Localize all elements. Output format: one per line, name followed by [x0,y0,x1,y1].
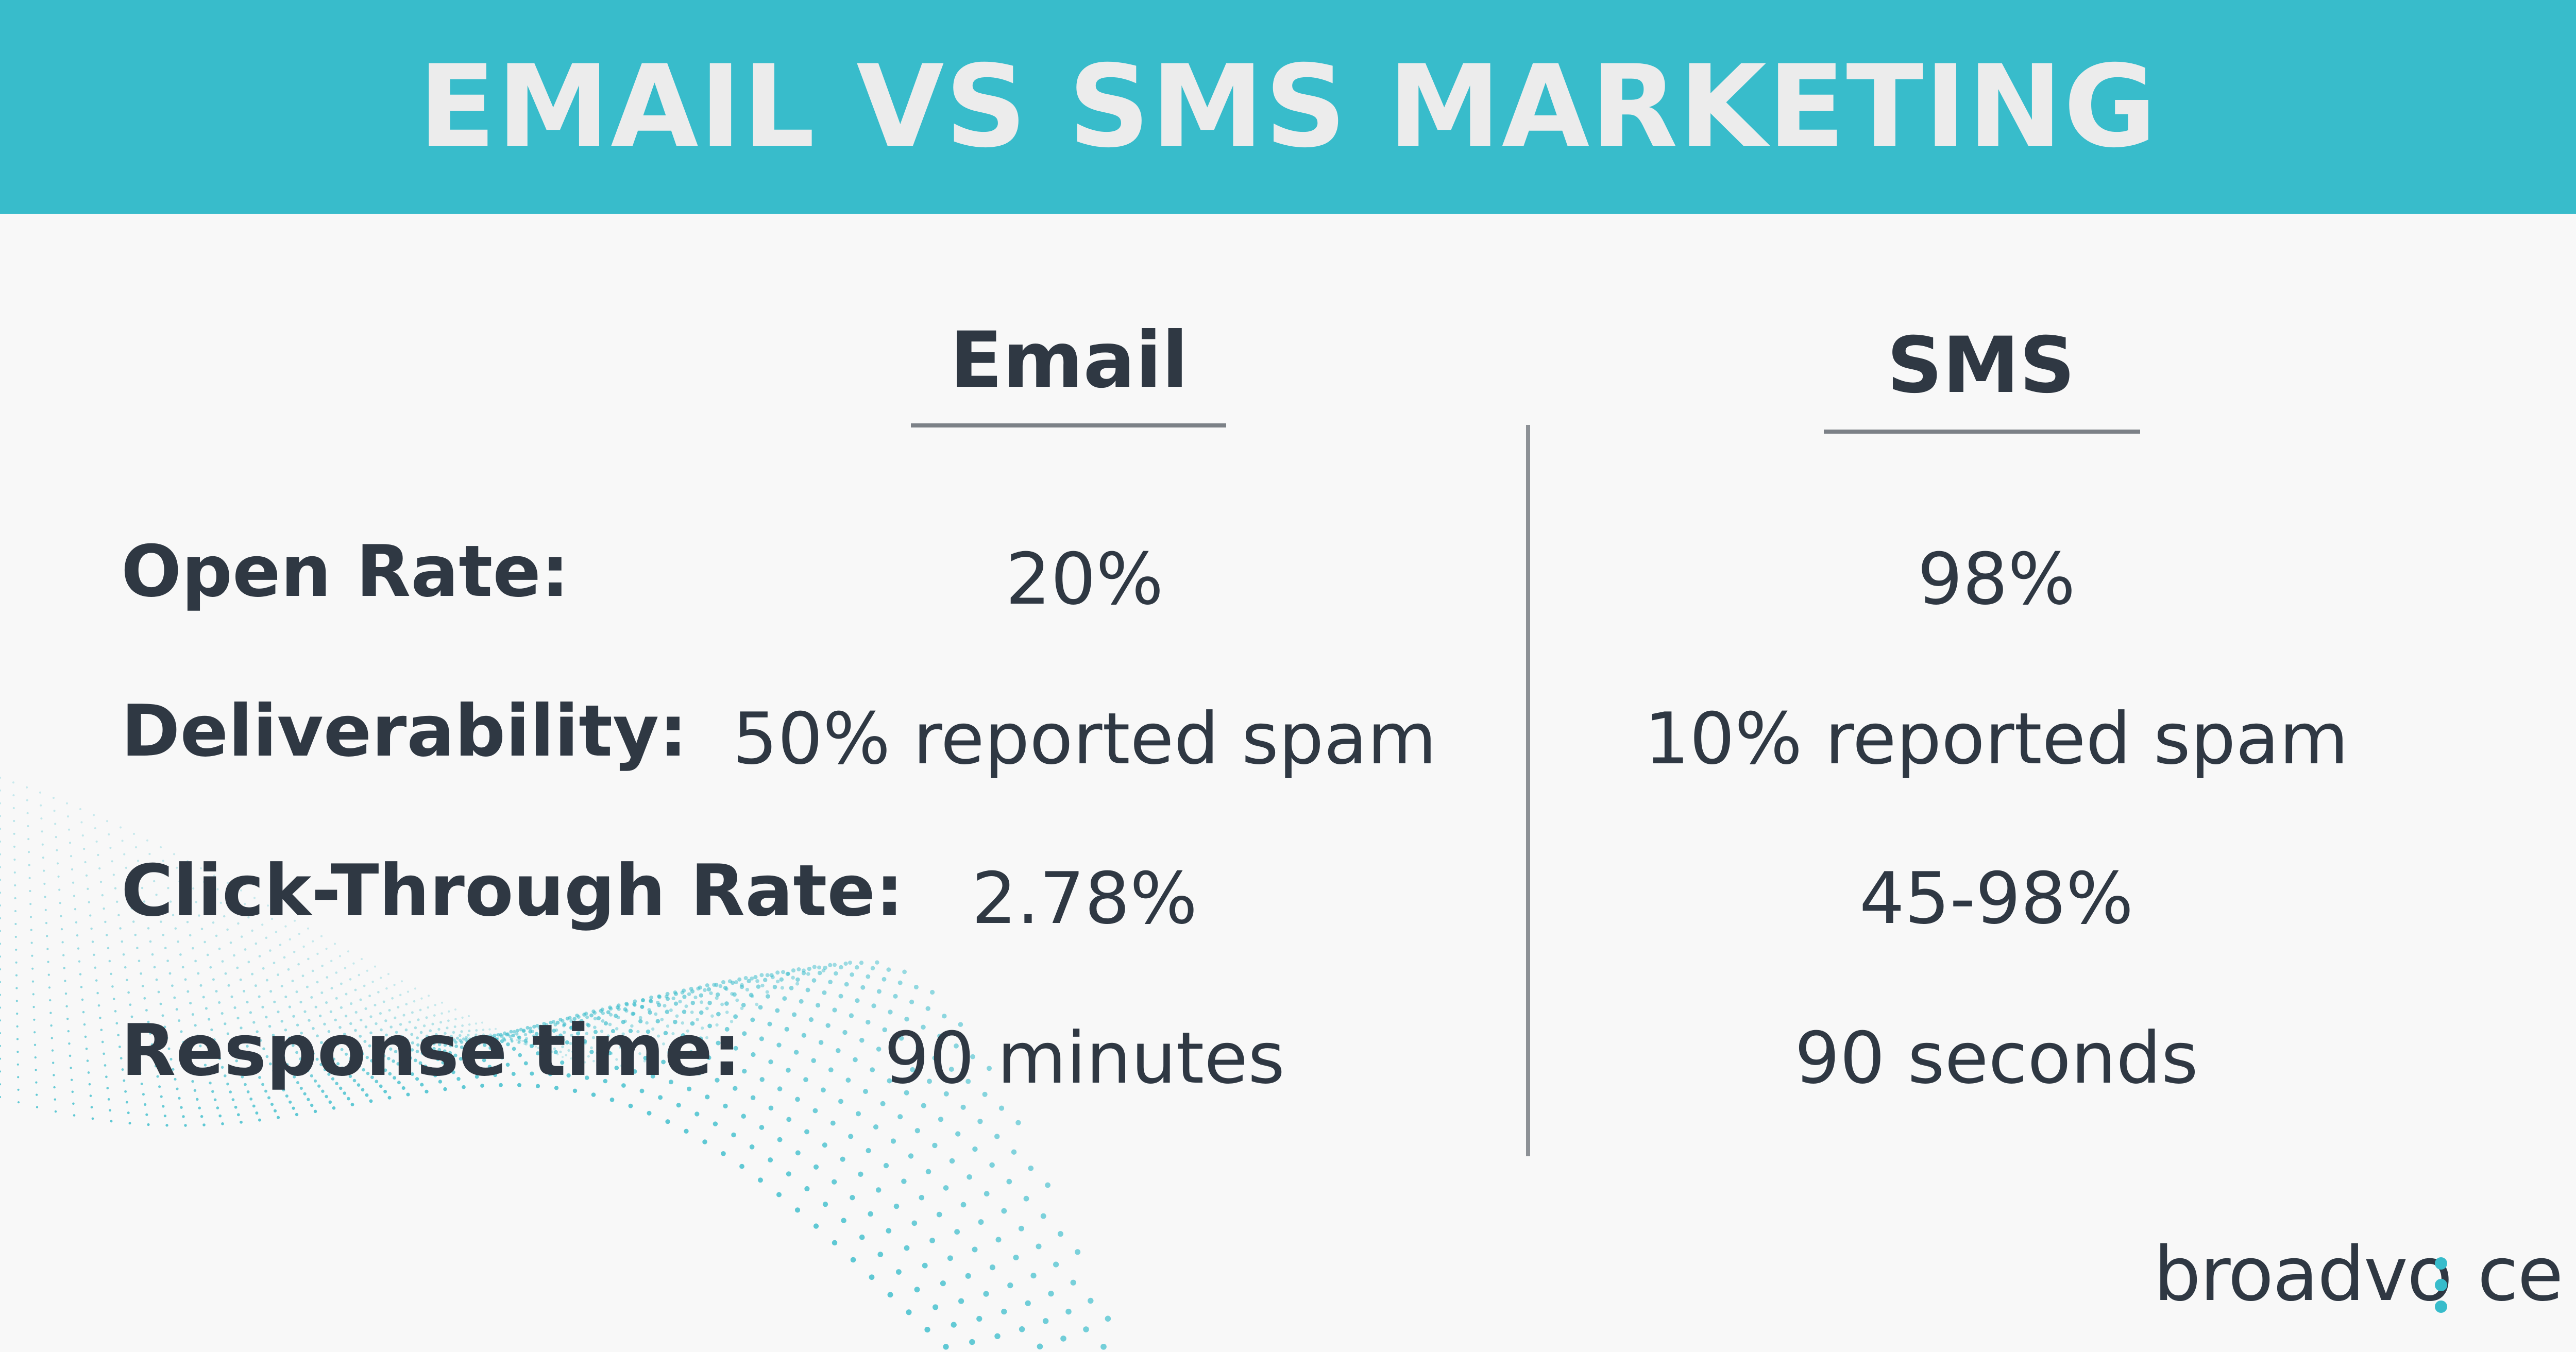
dot-wave-pattern [0,777,1111,1350]
sms-deliverability-value: 10% reported spam [1644,697,2349,780]
row-label-open-rate: Open Rate: [121,530,570,613]
column-divider [1526,425,1530,1156]
logo-text-end: ce [2477,1231,2564,1318]
row-label-deliverability: Deliverability: [121,690,688,773]
email-open-rate-value: 20% [1005,538,1164,621]
column-header-sms: SMS [1887,321,2075,410]
broadvoice-logo: broadvo ce [2154,1231,2564,1319]
email-deliverability-value: 50% reported spam [732,697,1437,780]
row-label-response-time: Response time: [121,1009,741,1092]
sms-click-through-value: 45-98% [1859,857,2134,940]
logo-dots-icon [2435,1257,2447,1313]
title-banner: EMAIL VS SMS MARKETING [0,0,2576,214]
sms-response-time-value: 90 seconds [1794,1017,2198,1100]
sms-open-rate-value: 98% [1917,538,2076,621]
email-click-through-value: 2.78% [971,857,1198,940]
row-label-click-through-rate: Click-Through Rate: [121,849,904,932]
logo-text-start: broadvo [2154,1231,2453,1318]
sms-header-underline [1824,430,2140,434]
page-title: EMAIL VS SMS MARKETING [418,41,2158,173]
email-response-time-value: 90 minutes [884,1017,1285,1100]
email-header-underline [911,423,1226,427]
column-header-email: Email [950,316,1189,405]
